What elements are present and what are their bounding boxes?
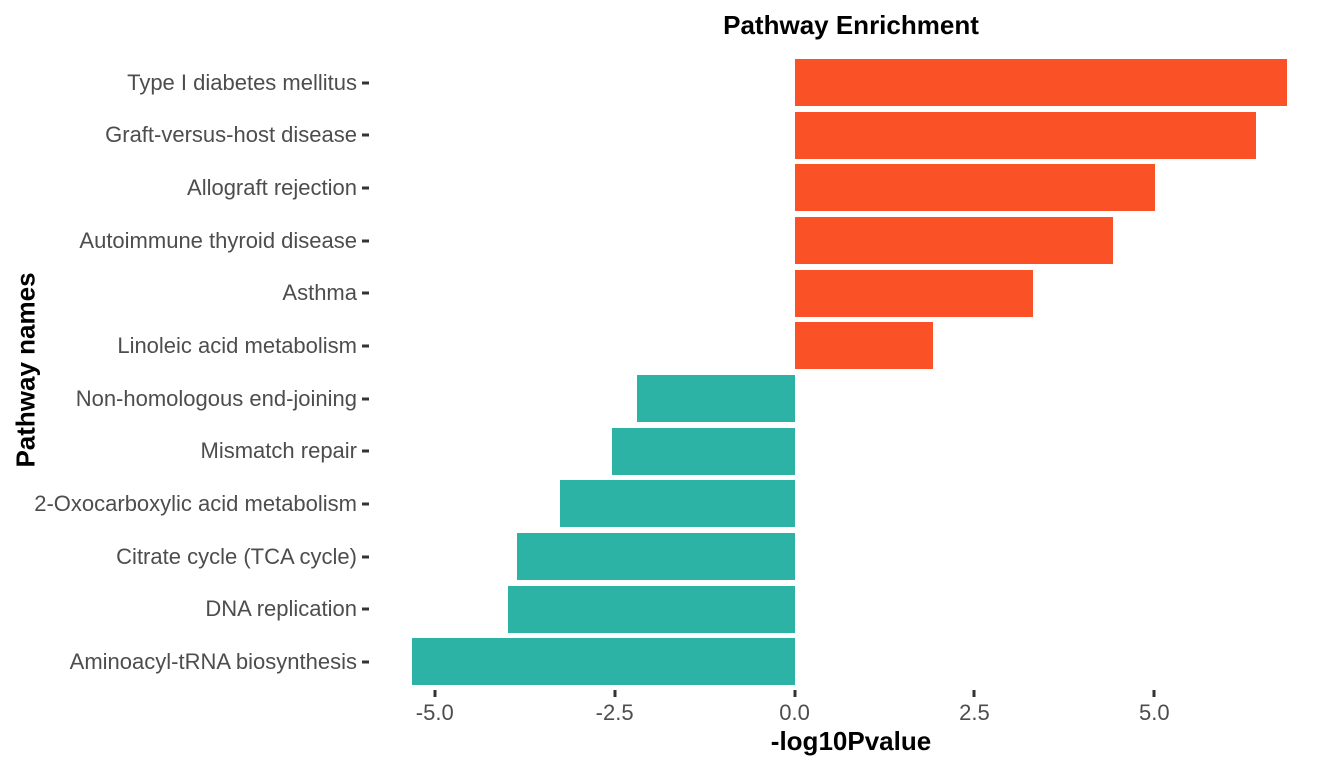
y-axis-tick (362, 607, 369, 611)
x-axis-tick (972, 690, 976, 697)
x-axis-title: -log10Pvalue (770, 726, 932, 756)
category-label: Citrate cycle (TCA cycle) (116, 543, 357, 569)
y-axis-tick (362, 555, 369, 559)
x-axis-tick (793, 690, 797, 697)
category-label: Graft-versus-host disease (105, 122, 357, 148)
category-label: Non-homologous end-joining (75, 385, 357, 411)
x-axis-tick-label: 2.5 (959, 700, 990, 725)
y-axis-tick (362, 660, 369, 664)
category-label: Asthma (282, 280, 357, 306)
x-axis-tick-label: 5.0 (1138, 700, 1170, 725)
category-label: Aminoacyl-tRNA biosynthesis (69, 648, 357, 674)
bar-aminoacyl-trna-biosynthesis (412, 638, 795, 686)
bar-dna-replication (508, 585, 795, 633)
bar-linoleic-acid-metabolism (794, 322, 933, 370)
bar-allograft-rejection (794, 164, 1155, 212)
x-axis-tick (613, 690, 617, 697)
bar-type-i-diabetes-mellitus (794, 59, 1288, 106)
y-axis-tick (362, 239, 369, 243)
x-axis-tick-label: 0.0 (779, 700, 810, 725)
bar-2-oxocarboxylic-acid-metabolism (559, 480, 795, 528)
category-label: Autoimmune thyroid disease (79, 227, 357, 253)
category-label: 2-Oxocarboxylic acid metabolism (34, 490, 357, 516)
y-axis-tick (362, 81, 369, 84)
chart-title: Pathway Enrichment (723, 10, 979, 40)
x-axis-tick-label: -5.0 (415, 700, 454, 725)
bar-autoimmune-thyroid-disease (794, 217, 1113, 265)
y-axis-tick (362, 449, 369, 453)
bar-non-homologous-end-joining (636, 375, 795, 423)
x-axis-tick (1152, 690, 1156, 697)
bar-graft-versus-host-disease (794, 111, 1257, 159)
y-axis-tick (362, 344, 369, 348)
category-label: Mismatch repair (200, 438, 357, 464)
category-label: Linoleic acid metabolism (117, 332, 357, 358)
bar-citrate-cycle-tca-cycle (516, 533, 795, 581)
category-label: Allograft rejection (187, 174, 357, 200)
category-label: DNA replication (205, 596, 357, 622)
y-axis-tick (362, 186, 369, 190)
y-axis-tick (362, 397, 369, 401)
y-axis-tick (362, 502, 369, 506)
bar-asthma (794, 269, 1033, 317)
x-axis-tick-label: -2.5 (595, 700, 634, 725)
category-label: Type I diabetes mellitus (127, 69, 357, 95)
bar-mismatch-repair (611, 427, 795, 475)
x-axis-tick (433, 690, 437, 697)
y-axis-tick (362, 291, 369, 295)
y-axis-tick (362, 133, 369, 137)
